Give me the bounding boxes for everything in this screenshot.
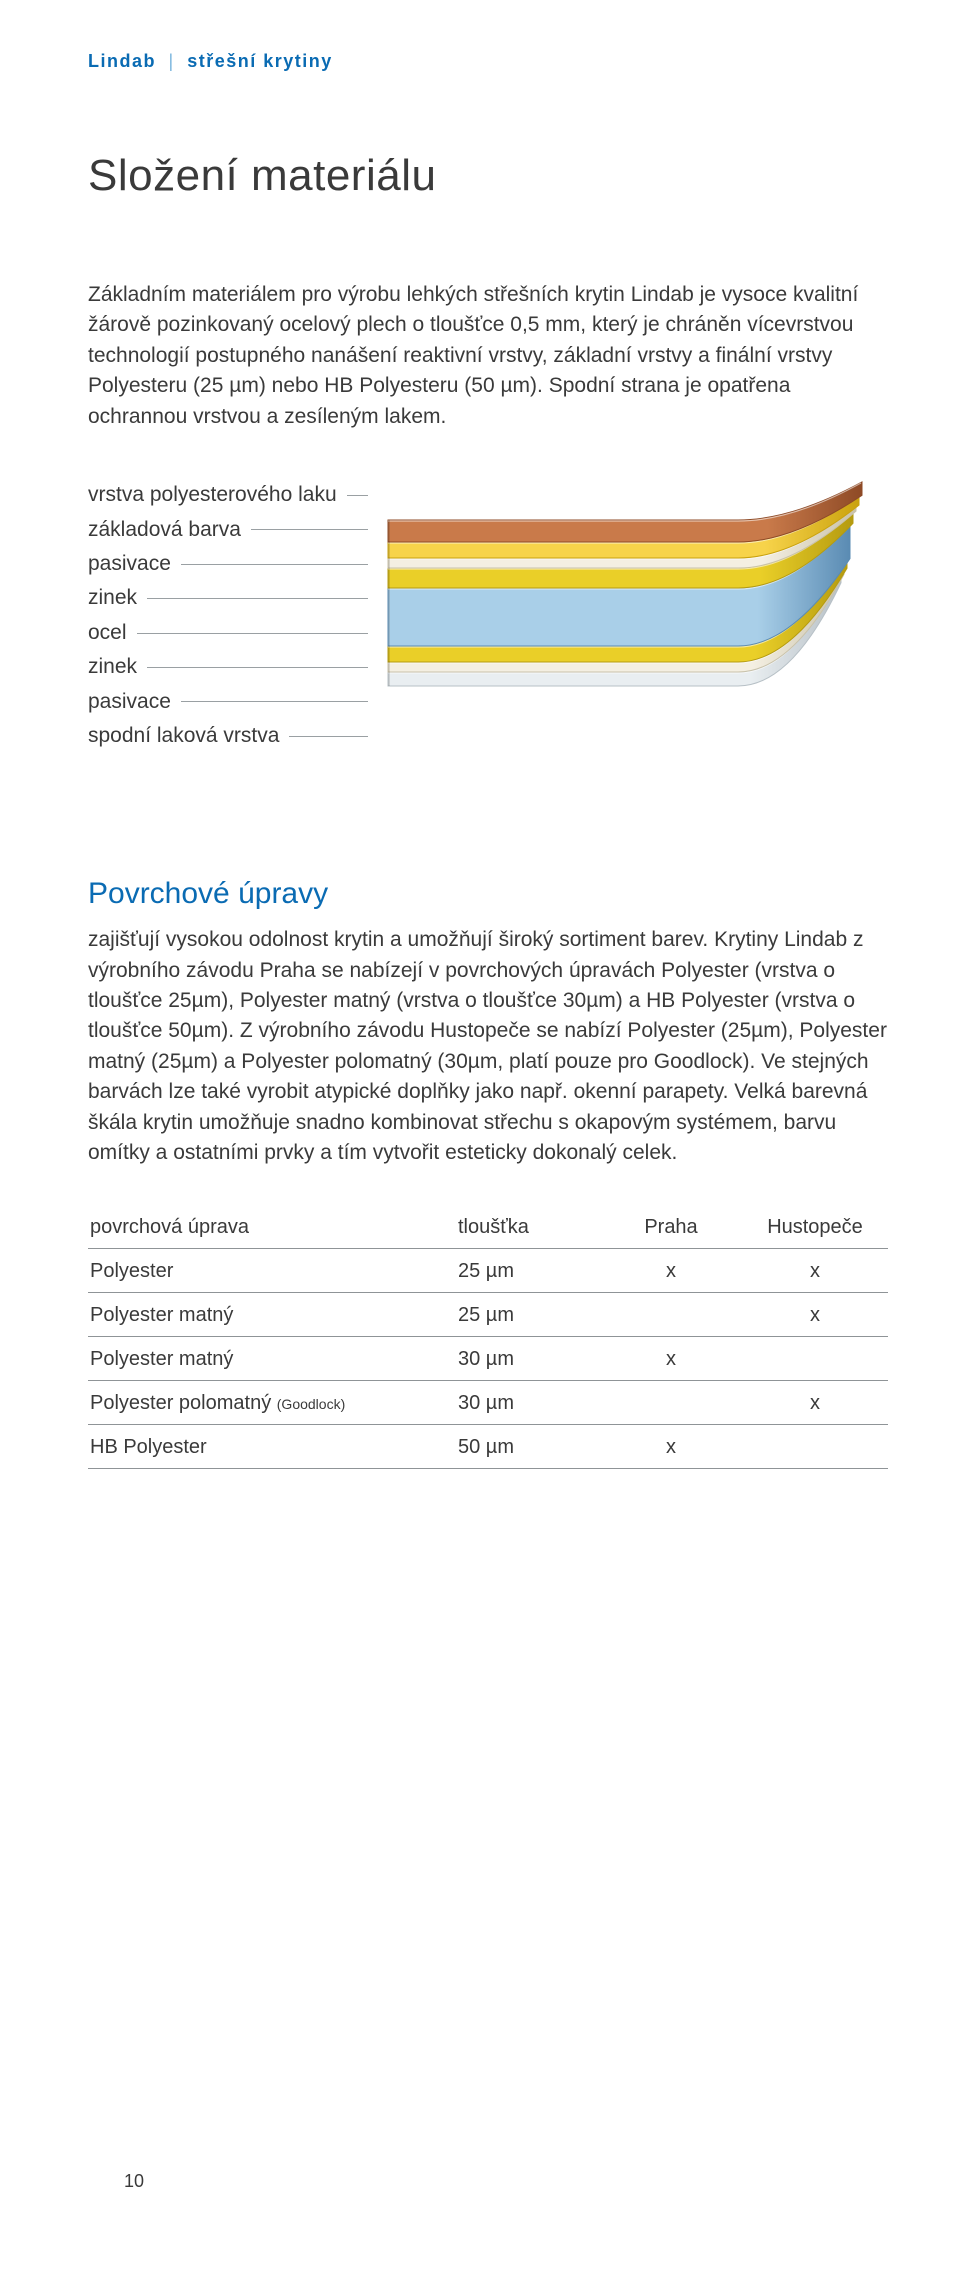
table-cell bbox=[600, 1380, 744, 1424]
table-row: Polyester25 µmxx bbox=[88, 1248, 888, 1292]
table-cell: 50 µm bbox=[456, 1424, 600, 1468]
header-separator: | bbox=[163, 51, 181, 71]
table-cell: x bbox=[744, 1380, 888, 1424]
table-col-header: tloušťka bbox=[456, 1205, 600, 1249]
table-cell: x bbox=[600, 1248, 744, 1292]
table-row: Polyester polomatný (Goodlock)30 µm x bbox=[88, 1380, 888, 1424]
table-cell: Polyester bbox=[88, 1248, 456, 1292]
layer-label-text: zinek bbox=[88, 583, 137, 613]
table-cell: HB Polyester bbox=[88, 1424, 456, 1468]
coatings-paragraph: zajišťují vysokou odolnost krytin a umož… bbox=[88, 925, 888, 1169]
table-cell bbox=[600, 1292, 744, 1336]
table-row: HB Polyester50 µmx bbox=[88, 1424, 888, 1468]
page-number: 10 bbox=[124, 2168, 144, 2194]
table-cell: x bbox=[744, 1292, 888, 1336]
table-cell: x bbox=[600, 1424, 744, 1468]
layer-label-list: vrstva polyesterového laku základová barv… bbox=[88, 480, 368, 752]
table-cell: 25 µm bbox=[456, 1292, 600, 1336]
layer-label: zinek bbox=[88, 652, 368, 682]
intro-paragraph: Základním materiálem pro výrobu lehkých … bbox=[88, 280, 888, 432]
layer-label-text: ocel bbox=[88, 618, 127, 648]
table-cell: 30 µm bbox=[456, 1380, 600, 1424]
layers-illustration bbox=[368, 480, 888, 740]
material-layers-diagram: vrstva polyesterového laku základová barv… bbox=[88, 480, 888, 752]
layer-label-text: vrstva polyesterového laku bbox=[88, 480, 337, 510]
coatings-table: povrchová úpravatloušťkaPrahaHustopeče P… bbox=[88, 1205, 888, 1469]
layer-label: spodní laková vrstva bbox=[88, 721, 368, 751]
document-header: Lindab | střešní krytiny bbox=[88, 48, 888, 74]
layer-label-text: spodní laková vrstva bbox=[88, 721, 279, 751]
layer-label: zinek bbox=[88, 583, 368, 613]
layer-label-text: pasivace bbox=[88, 687, 171, 717]
leader-line bbox=[147, 667, 368, 668]
layer-label-text: základová barva bbox=[88, 515, 241, 545]
table-cell: Polyester polomatný (Goodlock) bbox=[88, 1380, 456, 1424]
table-cell bbox=[744, 1336, 888, 1380]
leader-line bbox=[181, 564, 368, 565]
layer-label: základová barva bbox=[88, 515, 368, 545]
layer-label: pasivace bbox=[88, 687, 368, 717]
layer-label: ocel bbox=[88, 618, 368, 648]
table-cell bbox=[744, 1424, 888, 1468]
header-category: střešní krytiny bbox=[187, 51, 333, 71]
leader-line bbox=[251, 529, 368, 530]
table-row: Polyester matný25 µm x bbox=[88, 1292, 888, 1336]
section-heading-coatings: Povrchové úpravy bbox=[88, 872, 888, 916]
table-row: Polyester matný30 µmx bbox=[88, 1336, 888, 1380]
brand-name: Lindab bbox=[88, 51, 156, 71]
table-header-row: povrchová úpravatloušťkaPrahaHustopeče bbox=[88, 1205, 888, 1249]
table-col-header: Hustopeče bbox=[744, 1205, 888, 1249]
table-body: Polyester25 µmxxPolyester matný25 µmxPol… bbox=[88, 1248, 888, 1468]
table-cell: x bbox=[744, 1248, 888, 1292]
leader-line bbox=[347, 495, 368, 496]
table-col-header: povrchová úprava bbox=[88, 1205, 456, 1249]
layer-label: vrstva polyesterového laku bbox=[88, 480, 368, 510]
table-col-header: Praha bbox=[600, 1205, 744, 1249]
layer-label: pasivace bbox=[88, 549, 368, 579]
table-cell: Polyester matný bbox=[88, 1336, 456, 1380]
table-cell: x bbox=[600, 1336, 744, 1380]
leader-line bbox=[289, 736, 368, 737]
table-cell: Polyester matný bbox=[88, 1292, 456, 1336]
layer-label-text: zinek bbox=[88, 652, 137, 682]
leader-line bbox=[137, 633, 368, 634]
leader-line bbox=[147, 598, 368, 599]
layer-label-text: pasivace bbox=[88, 549, 171, 579]
page-title: Složení materiálu bbox=[88, 144, 888, 208]
table-cell: 30 µm bbox=[456, 1336, 600, 1380]
leader-line bbox=[181, 701, 368, 702]
table-cell: 25 µm bbox=[456, 1248, 600, 1292]
